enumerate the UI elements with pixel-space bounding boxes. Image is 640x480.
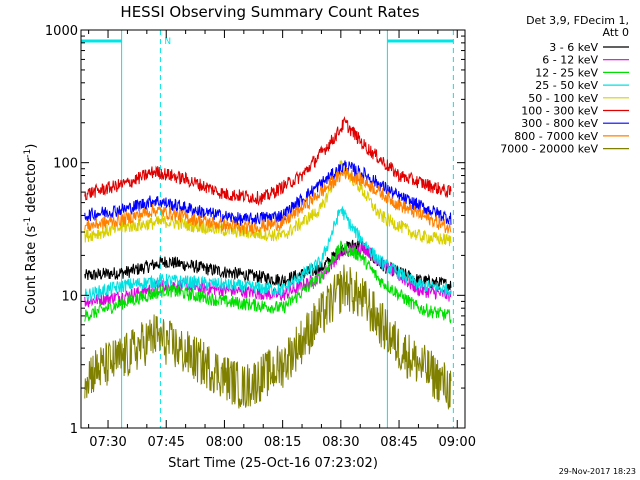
legend-entry-label: 300 - 800 keV bbox=[521, 117, 598, 130]
y-tick-label: 1 bbox=[70, 422, 78, 437]
plot-frame bbox=[80, 29, 466, 429]
legend-header-line-2: Att 0 bbox=[603, 26, 629, 39]
legend-entry-label: 7000 - 20000 keV bbox=[500, 143, 598, 156]
y-tick-label: 1000 bbox=[45, 24, 78, 39]
legend-entry-label: 100 - 300 keV bbox=[521, 105, 598, 118]
x-tick-label: 08:15 bbox=[264, 435, 301, 450]
y-axis-label-suffix: ) bbox=[24, 144, 39, 149]
x-tick-label: 07:45 bbox=[147, 435, 184, 450]
series-layer bbox=[84, 116, 452, 411]
series-line-6 bbox=[84, 160, 452, 226]
series-line-5 bbox=[84, 116, 452, 207]
legend-entry-label: 3 - 6 keV bbox=[549, 41, 598, 54]
legend-entry-label: 12 - 25 keV bbox=[535, 66, 598, 79]
x-tick-label: 08:00 bbox=[206, 435, 243, 450]
series-line-7 bbox=[84, 166, 452, 236]
y-axis-label-mid: detector bbox=[24, 157, 39, 217]
footer-date: 29-Nov-2017 18:23 bbox=[559, 467, 636, 476]
series-line-8 bbox=[84, 264, 452, 411]
series-line-2 bbox=[84, 240, 452, 324]
x-tick-label: 08:45 bbox=[380, 435, 417, 450]
y-axis-label-sup1: -1 bbox=[23, 217, 33, 226]
legend-entry-label: 50 - 100 keV bbox=[528, 92, 598, 105]
x-axis-label: Start Time (25-Oct-16 07:23:02) bbox=[168, 456, 378, 471]
y-tick-label: 10 bbox=[61, 289, 78, 304]
plot-area: N bbox=[81, 30, 454, 428]
x-tick-label: 08:30 bbox=[322, 435, 359, 450]
y-axis: 1 10 100 1000 bbox=[45, 24, 465, 437]
series-line-4 bbox=[84, 160, 452, 247]
chart-title: HESSI Observing Summary Count Rates bbox=[120, 3, 419, 21]
legend-entry-label: 800 - 7000 keV bbox=[514, 130, 598, 143]
y-tick-label: 100 bbox=[53, 157, 78, 172]
x-tick-label: 07:30 bbox=[89, 435, 126, 450]
y-axis-label: Count Rate (s-1 detector-1) bbox=[23, 144, 39, 315]
series-line-3 bbox=[84, 206, 452, 303]
legend-header-line-1: Det 3,9, FDecim 1, bbox=[526, 14, 629, 27]
x-tick-label: 09:00 bbox=[439, 435, 476, 450]
legend-entry-label: 25 - 50 keV bbox=[535, 79, 598, 92]
x-axis: 07:30 07:45 08:00 08:15 08:30 08:45 09:00 bbox=[88, 30, 476, 450]
y-axis-label-sup2: -1 bbox=[23, 149, 33, 158]
y-axis-label-prefix: Count Rate (s bbox=[24, 226, 39, 315]
legend-entry-label: 6 - 12 keV bbox=[542, 54, 598, 67]
annotation-n: N bbox=[164, 37, 171, 47]
